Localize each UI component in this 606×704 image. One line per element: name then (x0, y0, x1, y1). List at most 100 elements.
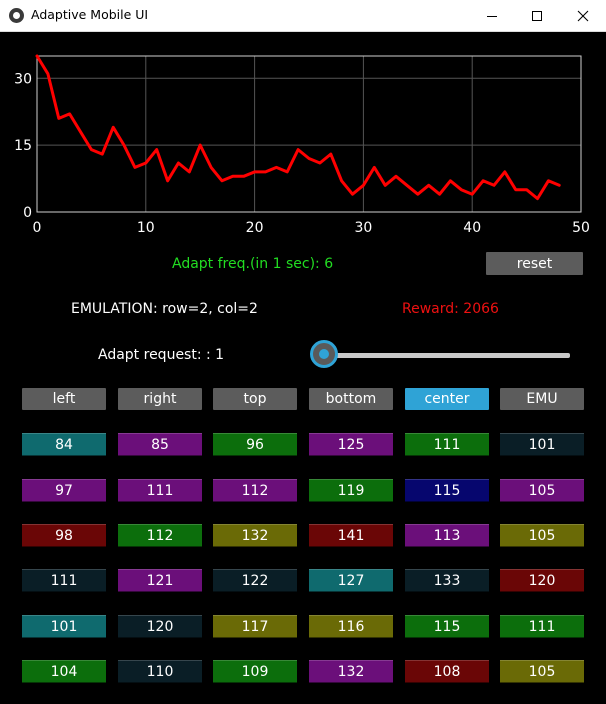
close-button[interactable] (560, 0, 606, 31)
grid-cell[interactable]: 105 (500, 479, 584, 502)
grid-cell[interactable]: 85 (118, 433, 202, 456)
data-point (199, 144, 201, 146)
data-point (395, 175, 397, 178)
grid-cell[interactable]: 108 (405, 660, 489, 683)
data-point (406, 184, 408, 187)
reset-button[interactable]: reset (486, 252, 583, 275)
button-left[interactable]: left (22, 388, 106, 410)
grid-cell[interactable]: 101 (500, 433, 584, 456)
data-point (90, 148, 93, 151)
data-point (471, 193, 474, 195)
minimize-button[interactable] (469, 0, 515, 31)
grid-cell[interactable]: 111 (22, 569, 106, 592)
grid-cell[interactable]: 133 (405, 569, 489, 592)
grid-cell[interactable]: 116 (309, 615, 393, 638)
data-point (166, 180, 169, 182)
title-bar: Adaptive Mobile UI (0, 0, 606, 32)
button-center[interactable]: center (405, 388, 489, 410)
grid-cell[interactable]: 112 (118, 524, 202, 547)
grid-cell[interactable]: 119 (309, 479, 393, 502)
close-icon (577, 10, 589, 21)
data-point (286, 171, 289, 173)
x-tick-label: 40 (463, 220, 481, 236)
grid-cell[interactable]: 98 (22, 524, 106, 547)
minimize-icon (487, 15, 497, 17)
grid-cell[interactable]: 111 (405, 433, 489, 456)
data-point (297, 148, 299, 151)
data-point (242, 175, 245, 178)
grid-cell[interactable]: 115 (405, 615, 489, 638)
grid-cell[interactable]: 111 (500, 615, 584, 638)
grid-cell[interactable]: 105 (500, 660, 584, 683)
data-point (438, 193, 441, 195)
data-point (210, 166, 212, 169)
grid-cell[interactable]: 120 (500, 569, 584, 592)
data-point (504, 171, 506, 173)
window-title: Adaptive Mobile UI (31, 7, 149, 22)
data-point (47, 73, 49, 75)
grid-cell[interactable]: 115 (405, 479, 489, 502)
grid-cell[interactable]: 105 (500, 524, 584, 547)
y-tick-label: 30 (14, 71, 32, 87)
grid-cell[interactable]: 132 (213, 524, 297, 547)
grid-cell[interactable]: 127 (309, 569, 393, 592)
grid-cell[interactable]: 132 (309, 660, 393, 683)
grid-cell[interactable]: 109 (213, 660, 297, 683)
data-point (134, 166, 136, 169)
button-emu[interactable]: EMU (500, 388, 584, 410)
data-point (460, 188, 463, 191)
data-point (514, 188, 517, 191)
reward-line-chart: 0 10 20 30 40 50 0 15 30 (14, 54, 590, 236)
data-point (493, 184, 495, 187)
grid-cell[interactable]: 97 (22, 479, 106, 502)
x-tick-label: 0 (33, 220, 42, 236)
data-point (232, 175, 234, 178)
adapt-frequency-label: Adapt freq.(in 1 sec): 6 (172, 256, 334, 272)
data-point (351, 193, 354, 195)
grid-cell[interactable]: 120 (118, 615, 202, 638)
x-tick-label: 10 (137, 220, 155, 236)
grid-cell[interactable]: 117 (213, 615, 297, 638)
grid-cell[interactable]: 111 (118, 479, 202, 502)
grid-cell[interactable]: 113 (405, 524, 489, 547)
data-point (308, 157, 310, 160)
y-tick-label: 0 (23, 205, 32, 221)
button-bottom[interactable]: bottom (309, 388, 393, 410)
grid-cell[interactable]: 141 (309, 524, 393, 547)
data-point (362, 184, 365, 187)
data-point (57, 117, 60, 120)
maximize-button[interactable] (514, 0, 560, 31)
x-tick-label: 50 (572, 220, 590, 236)
grid-cell[interactable]: 122 (213, 569, 297, 592)
grid-cell[interactable]: 125 (309, 433, 393, 456)
data-point (79, 130, 82, 133)
button-right[interactable]: right (118, 388, 202, 410)
data-point (264, 171, 267, 173)
grid-cell[interactable]: 101 (22, 615, 106, 638)
adapt-slider-thumb[interactable] (310, 340, 338, 368)
grid-cell[interactable]: 104 (22, 660, 106, 683)
button-top[interactable]: top (213, 388, 297, 410)
grid-cell[interactable]: 84 (22, 433, 106, 456)
data-point (123, 144, 125, 146)
data-point (373, 166, 376, 169)
grid-cell[interactable]: 96 (213, 433, 297, 456)
y-tick-label: 15 (14, 138, 32, 154)
x-tick-label: 30 (354, 220, 372, 236)
data-point (449, 180, 452, 182)
data-point (221, 180, 223, 182)
data-point (384, 184, 386, 187)
data-point (319, 162, 321, 164)
grid-cell[interactable]: 112 (213, 479, 297, 502)
data-point (525, 188, 528, 191)
data-point (112, 126, 114, 129)
grid-cell[interactable]: 121 (118, 569, 202, 592)
data-point (427, 184, 430, 187)
grid-cell[interactable]: 110 (118, 660, 202, 683)
data-point (177, 162, 180, 164)
data-point (68, 113, 71, 115)
data-point (155, 148, 158, 151)
app-logo-icon (9, 8, 24, 23)
data-point (482, 180, 484, 182)
adapt-slider-track[interactable] (325, 353, 570, 358)
